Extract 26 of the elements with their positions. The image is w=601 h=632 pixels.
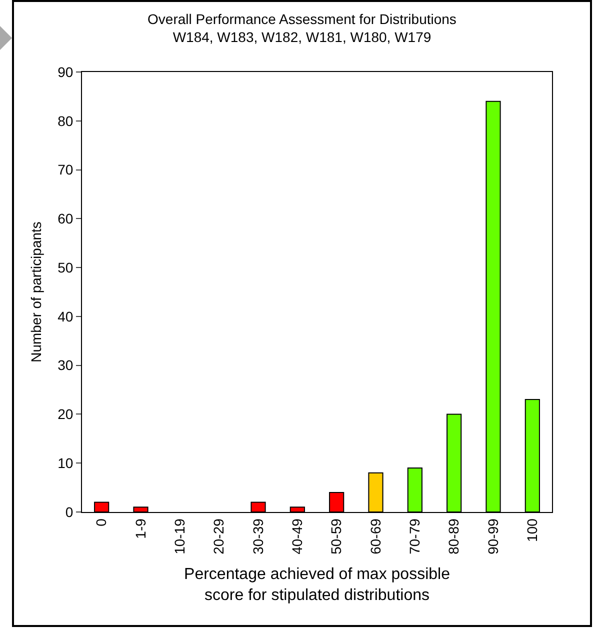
y-tick-label: 0: [65, 504, 74, 520]
y-axis-title: Number of participants: [28, 222, 44, 362]
x-tick-label: 90-99: [484, 518, 501, 554]
y-tick-label: 20: [58, 406, 74, 422]
chart-subtitle: W184, W183, W182, W181, W180, W179: [172, 29, 432, 46]
x-tick-label: 40-49: [288, 518, 305, 554]
x-tick-label: 30-39: [250, 518, 266, 554]
y-tick-label: 50: [58, 259, 74, 276]
y-tick-label: 10: [58, 455, 74, 472]
x-tick-label: 70-79: [406, 518, 422, 554]
x-tick-label: 0: [93, 518, 110, 526]
x-axis-title: Percentage achieved of max possible score for stipulated distributions: [184, 566, 450, 604]
x-tick-label: 80-89: [446, 518, 462, 554]
chart-title: Overall Performance Assessment for Distributions: [148, 10, 456, 27]
y-tick-label: 90: [58, 64, 74, 80]
x-tick-label: 100: [524, 518, 540, 542]
y-tick-label: 60: [58, 210, 74, 227]
x-tick-label: 50-59: [328, 518, 344, 554]
x-tick-label: 20-29: [210, 518, 227, 554]
y-tick-label: 40: [58, 308, 74, 324]
y-tick-label: 30: [58, 357, 74, 374]
y-tick-label: 80: [58, 112, 74, 129]
x-tick-label: 1-9: [132, 518, 148, 539]
x-tick-label: 60-69: [367, 518, 384, 554]
x-tick-label: 10-19: [171, 518, 188, 554]
y-tick-label: 70: [58, 162, 74, 178]
